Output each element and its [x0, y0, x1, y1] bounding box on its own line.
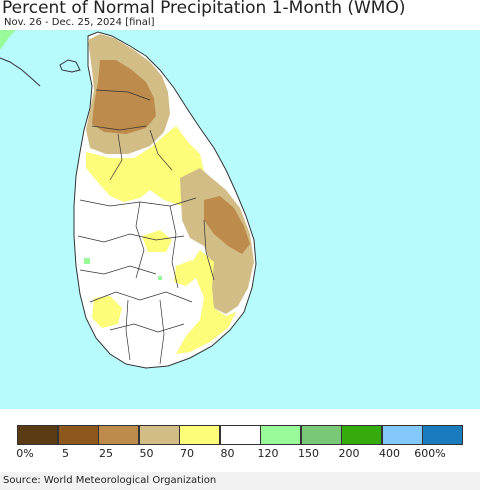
legend-swatch [381, 425, 423, 445]
legend-label: 600% [414, 447, 446, 460]
page-title: Percent of Normal Precipitation 1-Month … [2, 0, 406, 18]
south-central-yellow-patch [174, 260, 198, 286]
west-yellow-patch [92, 296, 122, 328]
northern-brown-region [92, 60, 156, 134]
map-canvas [0, 30, 257, 369]
legend-swatch [300, 425, 342, 445]
legend-label: 80 [220, 447, 235, 460]
eastern-tan-region [180, 168, 254, 314]
legend-label: 50 [139, 447, 154, 460]
date-range-subtitle: Nov. 26 - Dec. 25, 2024 [final] [4, 17, 155, 28]
mainland-coastline [0, 57, 41, 87]
legend-swatch [98, 425, 139, 445]
legend-swatch [341, 425, 382, 445]
legend-swatch [179, 425, 220, 445]
legend-labels: 0% 5 25 50 70 80 120 150 200 400 600% [0, 447, 480, 461]
central-yellow-band [86, 126, 206, 206]
legend-swatch [260, 425, 301, 445]
legend-label: 400 [379, 447, 400, 460]
legend-label: 200 [338, 447, 360, 460]
legend-swatch [57, 425, 99, 445]
green-spot-west [84, 258, 90, 264]
color-legend [17, 425, 463, 445]
legend-swatch [17, 425, 58, 445]
district-boundaries [77, 89, 215, 365]
legend-label: 120 [257, 447, 279, 460]
legend-swatch [422, 425, 463, 445]
island-coastline [59, 59, 81, 73]
legend-swatch [219, 425, 261, 445]
green-spot-central [158, 276, 162, 280]
mid-yellow-patch [142, 230, 172, 252]
source-credit: Source: World Meteorological Organizatio… [3, 475, 217, 486]
southeast-yellow-band [176, 250, 236, 354]
legend-swatch [138, 425, 180, 445]
legend-label: 5 [62, 447, 69, 460]
footer: Source: World Meteorological Organizatio… [0, 472, 480, 490]
legend-label: 70 [180, 447, 194, 460]
eastern-brown-region [204, 196, 250, 254]
legend-label: 0% [16, 447, 34, 460]
precipitation-map [0, 30, 480, 409]
legend-label: 150 [298, 447, 319, 460]
green-patch-northwest [0, 30, 16, 50]
legend-label: 25 [99, 447, 113, 460]
